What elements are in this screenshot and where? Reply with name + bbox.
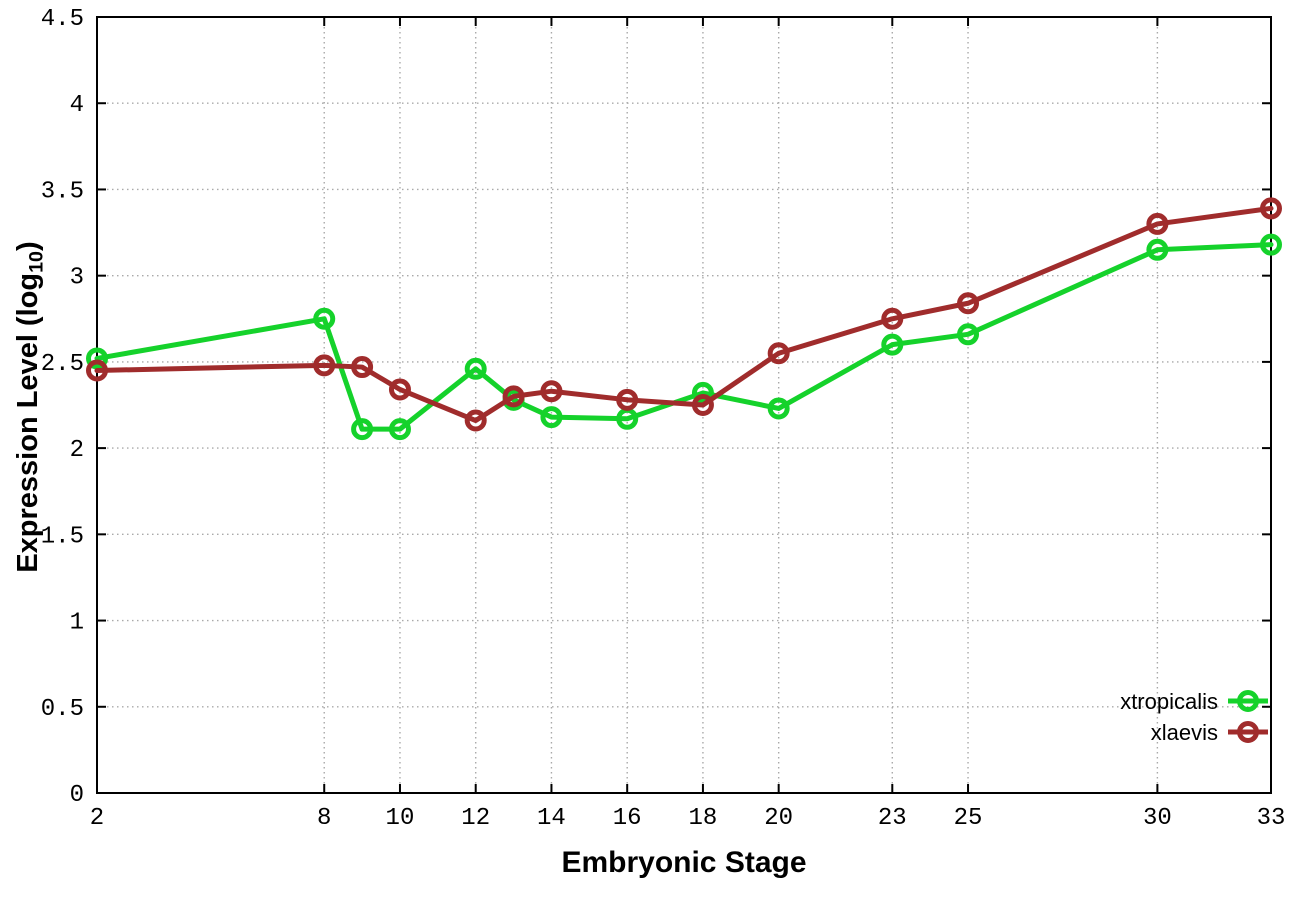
y-axis-title-subscript: 10	[25, 250, 48, 273]
x-tick-label-12: 12	[461, 805, 490, 832]
x-tick-label-8: 8	[317, 805, 331, 832]
y-tick-label-0: 0	[70, 782, 84, 809]
plot-border	[96, 16, 1272, 794]
x-tick-label-30: 30	[1143, 805, 1172, 832]
data-point-xtropicalis-stage-20	[767, 397, 790, 420]
x-tick-label-25: 25	[954, 805, 983, 832]
data-point-xtropicalis-stage-25	[957, 323, 980, 346]
y-tick-label-4: 4	[70, 92, 84, 119]
data-point-xlaevis-stage-20	[767, 342, 790, 365]
data-point-xlaevis-stage-30	[1146, 212, 1169, 235]
y-tick-label-3.5: 3.5	[41, 178, 84, 205]
y-tick-label-2: 2	[70, 437, 84, 464]
y-tick-label-4.5: 4.5	[41, 6, 84, 33]
data-point-xtropicalis-stage-23	[881, 333, 904, 356]
x-tick-label-14: 14	[537, 805, 566, 832]
data-point-xlaevis-stage-8	[313, 354, 336, 377]
legend-label-xtropicalis: xtropicalis	[1120, 689, 1218, 714]
data-point-xtropicalis-stage-8	[313, 307, 336, 330]
legend-marker-xlaevis	[1237, 721, 1259, 743]
data-point-xtropicalis-stage-14	[540, 406, 563, 429]
data-point-xtropicalis-stage-18	[691, 381, 714, 404]
data-point-xlaevis-stage-13	[502, 385, 525, 408]
y-axis-title-close: )	[12, 241, 44, 251]
y-tick-label-1: 1	[70, 610, 84, 637]
y-axis-title: Expression Level (log10)	[12, 241, 49, 572]
y-tick-label-1.5: 1.5	[41, 523, 84, 550]
data-point-xtropicalis-stage-12	[464, 357, 487, 380]
data-point-xlaevis-stage-9	[351, 356, 374, 379]
x-tick-label-10: 10	[386, 805, 415, 832]
data-point-xtropicalis-stage-10	[388, 418, 411, 441]
data-point-xtropicalis-stage-2	[86, 347, 108, 370]
data-point-xlaevis-stage-2	[86, 359, 108, 382]
data-point-xlaevis-stage-25	[957, 292, 980, 315]
data-point-xlaevis-stage-23	[881, 307, 904, 330]
data-point-xlaevis-stage-18	[691, 394, 714, 416]
legend-label-xlaevis: xlaevis	[1151, 720, 1218, 745]
data-point-xlaevis-stage-10	[388, 378, 411, 401]
x-tick-label-33: 33	[1257, 805, 1286, 832]
data-point-xlaevis-stage-12	[464, 409, 487, 432]
y-tick-label-3: 3	[70, 265, 84, 292]
data-point-xlaevis-stage-33	[1260, 197, 1282, 220]
data-point-xtropicalis-stage-33	[1260, 233, 1282, 256]
y-axis-title-text: Expression Level (log	[12, 272, 44, 573]
y-tick-label-2.5: 2.5	[41, 351, 84, 378]
x-tick-label-23: 23	[878, 805, 907, 832]
x-axis-title: Embryonic Stage	[561, 846, 807, 879]
data-point-xlaevis-stage-14	[540, 380, 563, 403]
x-tick-label-16: 16	[613, 805, 642, 832]
data-point-xtropicalis-stage-9	[351, 418, 374, 441]
legend-marker-xtropicalis	[1237, 690, 1259, 712]
x-tick-label-18: 18	[689, 805, 718, 832]
data-point-xlaevis-stage-16	[616, 388, 639, 411]
x-tick-label-2: 2	[90, 805, 104, 832]
y-tick-label-0.5: 0.5	[41, 696, 84, 723]
x-tick-label-20: 20	[764, 805, 793, 832]
data-point-xtropicalis-stage-30	[1146, 238, 1169, 261]
